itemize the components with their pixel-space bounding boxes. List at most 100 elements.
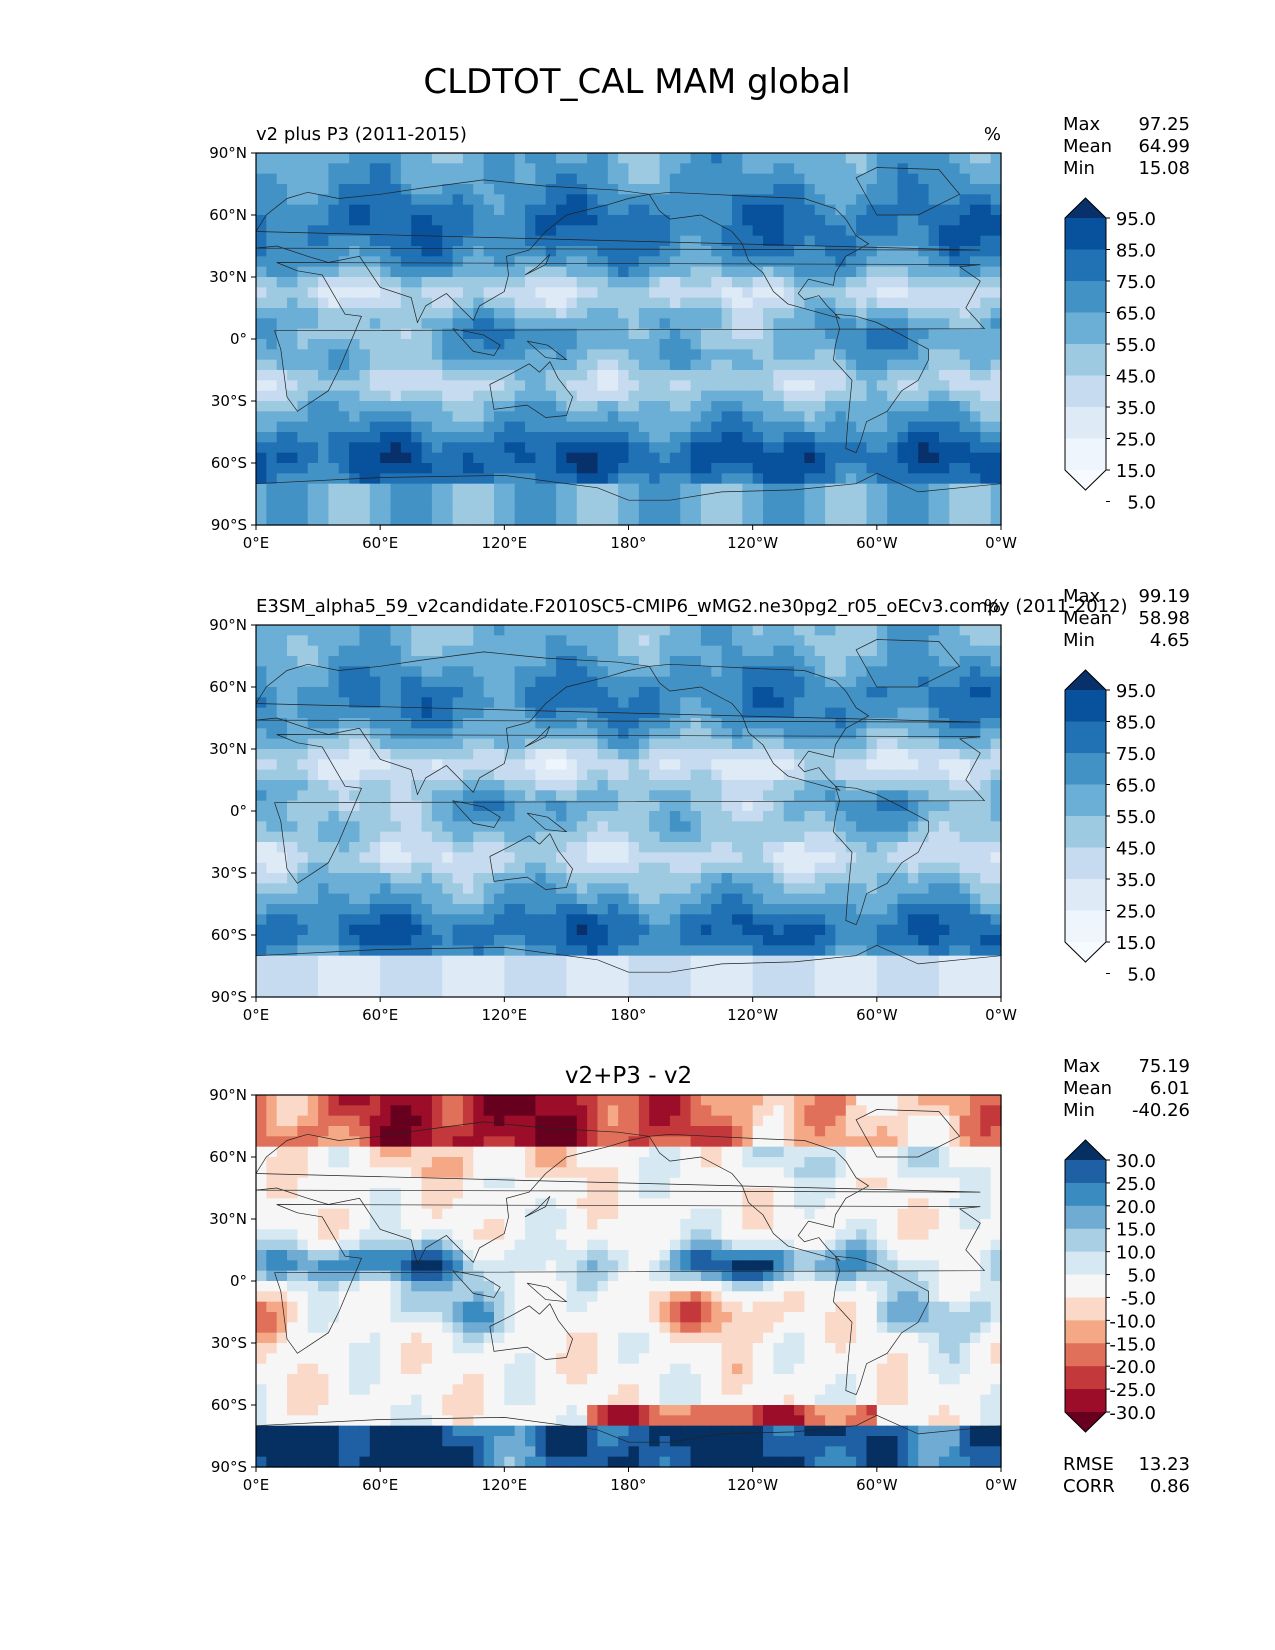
map-cell (287, 328, 298, 340)
map-cell (576, 862, 588, 874)
map-cell (390, 718, 402, 729)
map-cell (980, 811, 992, 822)
map-cell (256, 452, 267, 464)
map-cell (431, 800, 443, 812)
map-cell (297, 514, 309, 526)
map-cell (907, 769, 919, 781)
map-cell (587, 790, 599, 802)
map-cell (669, 707, 681, 719)
map-cell (680, 494, 692, 505)
map-cell (349, 666, 361, 678)
map-cell (597, 738, 609, 750)
map-cell (411, 873, 423, 884)
map-cell (690, 697, 702, 709)
map-cell (856, 852, 868, 864)
map-cell (483, 483, 495, 495)
map-cell (938, 225, 950, 237)
map-cell (680, 266, 692, 278)
map-cell (411, 504, 423, 516)
map-cell (649, 297, 661, 309)
map-cell (649, 504, 661, 516)
map-cell (276, 246, 288, 257)
map-cell (856, 914, 868, 926)
map-cell (318, 266, 330, 278)
map-cell (794, 163, 806, 175)
map-cell (907, 883, 919, 895)
map-cell (700, 287, 712, 299)
map-cell (328, 625, 340, 636)
map-cell (804, 666, 816, 678)
map-cell (452, 318, 464, 330)
map-cell (845, 687, 857, 698)
map-cell (711, 645, 723, 657)
map-cell (918, 697, 930, 709)
map-cell (297, 645, 309, 657)
map-cell (928, 235, 940, 247)
map-cell (700, 328, 712, 340)
map-cell (359, 297, 371, 309)
map-cell (535, 790, 547, 802)
map-cell (628, 852, 640, 864)
map-cell (349, 287, 361, 299)
map-cell (380, 442, 392, 454)
map-cell (597, 676, 609, 688)
map-cell (721, 769, 733, 781)
map-cell (256, 153, 267, 164)
map-cell (773, 893, 785, 905)
map-cell (938, 718, 950, 729)
map-cell (256, 883, 267, 895)
map-cell (287, 687, 298, 698)
map-cell (525, 514, 536, 526)
map-cell (938, 687, 950, 698)
map-cell (763, 790, 774, 802)
map-cell (483, 883, 495, 895)
map-cell (535, 904, 547, 915)
map-cell (690, 935, 702, 946)
map-cell (607, 831, 619, 843)
map-cell (731, 514, 743, 526)
map-cell (287, 800, 298, 812)
map-cell (525, 246, 536, 257)
map-cell (659, 287, 671, 299)
map-cell (783, 235, 795, 247)
map-cell (452, 494, 464, 505)
map-cell (587, 204, 599, 216)
map-cell (287, 831, 298, 843)
map-cell (969, 718, 981, 729)
map-cell (938, 235, 950, 247)
colorbar: 95.085.075.065.055.045.035.025.015.05.0 (1064, 197, 1156, 514)
map-cell (556, 873, 568, 884)
map-cell (752, 842, 764, 853)
map-cell (721, 204, 733, 216)
map-cell (514, 297, 526, 309)
map-cell (638, 800, 650, 812)
map-cell (380, 769, 392, 781)
map-cell (349, 359, 361, 371)
map-cell (680, 235, 692, 247)
map-cell (866, 759, 878, 771)
map-cell (794, 339, 806, 350)
map-cell (669, 173, 681, 185)
map-cell (804, 728, 816, 740)
map-cell (969, 266, 981, 278)
map-cell (297, 463, 309, 474)
map-cell (990, 514, 1002, 526)
map-cell (897, 738, 909, 750)
map-cell (576, 873, 588, 884)
map-cell (359, 442, 371, 454)
map-cell (731, 676, 743, 688)
map-cell (669, 635, 681, 647)
map-cell (452, 945, 464, 957)
map-cell (887, 483, 899, 495)
map-cell (618, 852, 630, 864)
map-cell (845, 483, 857, 495)
map-cell (349, 390, 361, 402)
map-cell (980, 718, 992, 729)
map-cell (276, 945, 288, 957)
map-cell (307, 318, 319, 330)
map-cell (638, 287, 650, 299)
map-cell (566, 287, 578, 299)
map-cell (380, 955, 392, 967)
map-cell (783, 318, 795, 330)
map-cell (607, 883, 619, 895)
